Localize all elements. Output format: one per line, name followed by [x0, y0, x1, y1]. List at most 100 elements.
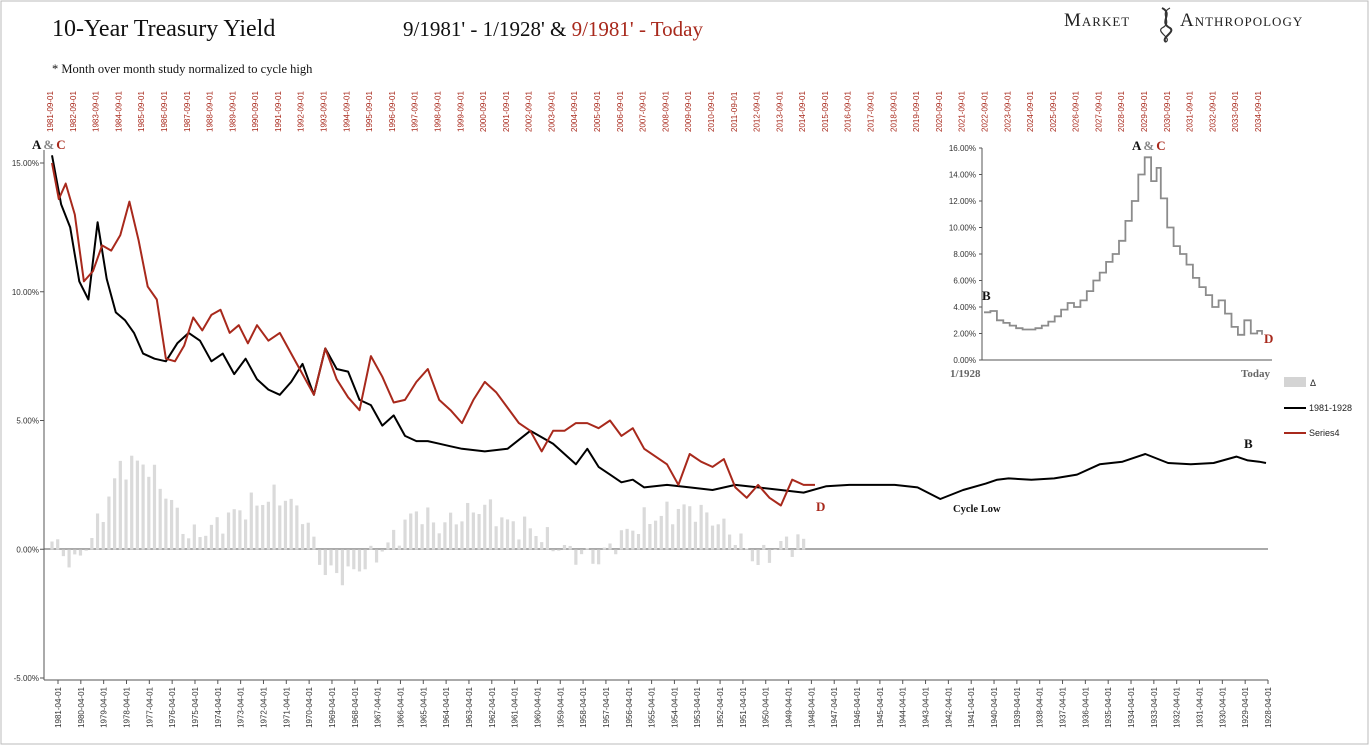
delta-bar	[95, 513, 100, 550]
delta-bars	[50, 455, 806, 586]
top-axis-label: 2025-09-01	[1049, 91, 1058, 132]
bottom-axis-label: 1971-04-01	[282, 686, 291, 727]
delta-bar	[130, 455, 134, 550]
delta-bar	[397, 545, 401, 550]
delta-bar	[187, 538, 191, 550]
top-axis-label: 2020-09-01	[935, 91, 944, 132]
inset-y-tick-label: 0.00%	[953, 356, 976, 365]
delta-bar	[164, 498, 168, 550]
bottom-axis-label: 1946-04-01	[853, 686, 862, 727]
delta-bar	[312, 536, 316, 550]
delta-bar	[369, 545, 373, 550]
delta-bar	[300, 524, 305, 550]
inset-annotation-a: A	[1132, 138, 1142, 153]
top-axis-label: 1981-09-01	[46, 91, 55, 132]
delta-bar	[409, 513, 413, 550]
top-axis-label: 2009-09-01	[684, 91, 693, 132]
top-axis-label: 2031-09-01	[1186, 91, 1195, 132]
delta-bar	[784, 536, 789, 550]
delta-bar	[517, 539, 521, 550]
delta-bar	[642, 507, 646, 550]
delta-bar	[272, 484, 276, 550]
top-axis-label: 2024-09-01	[1026, 91, 1035, 132]
top-axis-label: 1997-09-01	[411, 91, 420, 132]
delta-bar	[306, 522, 310, 550]
delta-bar	[392, 529, 396, 550]
delta-bar	[597, 549, 601, 565]
delta-bar	[779, 541, 783, 550]
delta-bar	[403, 519, 407, 550]
top-axis-label: 1996-09-01	[388, 91, 397, 132]
delta-bar	[739, 533, 743, 550]
bottom-axis-label: 1954-04-01	[670, 686, 679, 727]
bottom-axis-label: 1972-04-01	[259, 686, 268, 727]
inset-annotation-amp: &	[1143, 138, 1154, 153]
top-axis-label: 1984-09-01	[114, 91, 123, 132]
chart-subtitle: 9/1981' - 1/1928' & 9/1981' - Today	[403, 17, 703, 41]
top-axis-label: 1998-09-01	[433, 91, 442, 132]
delta-bar	[363, 549, 367, 570]
bottom-axis-label: 1967-04-01	[374, 686, 383, 727]
bottom-axis-label: 1940-04-01	[990, 686, 999, 727]
bottom-axis-label: 1934-04-01	[1127, 686, 1136, 727]
top-axis-label: 2034-09-01	[1254, 91, 1263, 132]
delta-bar	[192, 524, 196, 550]
bottom-axis-label: 1941-04-01	[967, 686, 976, 727]
delta-bar	[346, 549, 350, 567]
bottom-axis-label: 1965-04-01	[419, 686, 428, 727]
delta-bar	[249, 492, 253, 550]
bottom-axis-label: 1977-04-01	[145, 686, 154, 727]
main-y-ticks: 15.00% 10.00% 5.00% 0.00% -5.00%	[12, 159, 44, 683]
bottom-axis-label: 1942-04-01	[944, 686, 953, 727]
top-axis-label: 2029-09-01	[1140, 91, 1149, 132]
inset-y-tick-label: 8.00%	[953, 250, 976, 259]
y-tick-label: 15.00%	[12, 159, 39, 168]
delta-bar	[511, 521, 515, 550]
delta-bar	[289, 498, 293, 550]
bottom-axis-label: 1978-04-01	[122, 686, 131, 727]
inset-y-tick-label: 14.00%	[949, 171, 976, 180]
bottom-axis-label: 1930-04-01	[1218, 686, 1227, 727]
bottom-axis-label: 1952-04-01	[716, 686, 725, 727]
delta-bar	[198, 537, 202, 550]
top-axis-label: 1982-09-01	[69, 91, 78, 132]
delta-bar	[460, 521, 464, 550]
delta-bar	[659, 515, 663, 550]
delta-bar	[215, 517, 219, 550]
inset-x-start: 1/1928	[950, 368, 981, 380]
bottom-axis-label: 1929-04-01	[1241, 686, 1250, 727]
inset-yield-line	[984, 156, 1263, 336]
delta-bar	[266, 501, 270, 550]
delta-bar	[101, 521, 105, 550]
delta-bar	[636, 534, 641, 550]
legend-red-label: Series4	[1309, 428, 1340, 438]
legend-black-label: 1981-1928	[1309, 403, 1352, 413]
delta-bar	[653, 520, 658, 550]
top-axis-label: 2006-09-01	[616, 91, 625, 132]
top-axis-label: 2012-09-01	[753, 91, 762, 132]
bottom-axis-label: 1932-04-01	[1173, 686, 1182, 727]
delta-bar	[261, 504, 265, 550]
top-axis-label: 2017-09-01	[867, 91, 876, 132]
delta-bar	[158, 488, 162, 550]
delta-bar	[244, 519, 248, 550]
bottom-axis-label: 1966-04-01	[396, 686, 405, 727]
annotation-d-inset: D	[1264, 331, 1273, 346]
annotation-c: C	[56, 137, 65, 152]
subtitle-part1: 9/1981' - 1/1928' &	[403, 17, 572, 41]
top-axis-label: 2030-09-01	[1163, 91, 1172, 132]
y-tick-label: -5.00%	[14, 674, 39, 683]
delta-bar	[152, 464, 157, 550]
bottom-axis-label: 1928-04-01	[1264, 686, 1273, 727]
bottom-axis-label: 1981-04-01	[54, 686, 63, 727]
delta-bar	[579, 549, 584, 555]
delta-bar	[648, 523, 652, 550]
top-axis-label: 2027-09-01	[1094, 91, 1103, 132]
delta-bar	[175, 507, 179, 550]
top-axis-label: 1987-09-01	[183, 91, 192, 132]
delta-bar	[688, 506, 692, 550]
bottom-axis-label: 1962-04-01	[488, 686, 497, 727]
delta-bar	[631, 530, 635, 550]
inset-y-tick-label: 6.00%	[953, 277, 976, 286]
